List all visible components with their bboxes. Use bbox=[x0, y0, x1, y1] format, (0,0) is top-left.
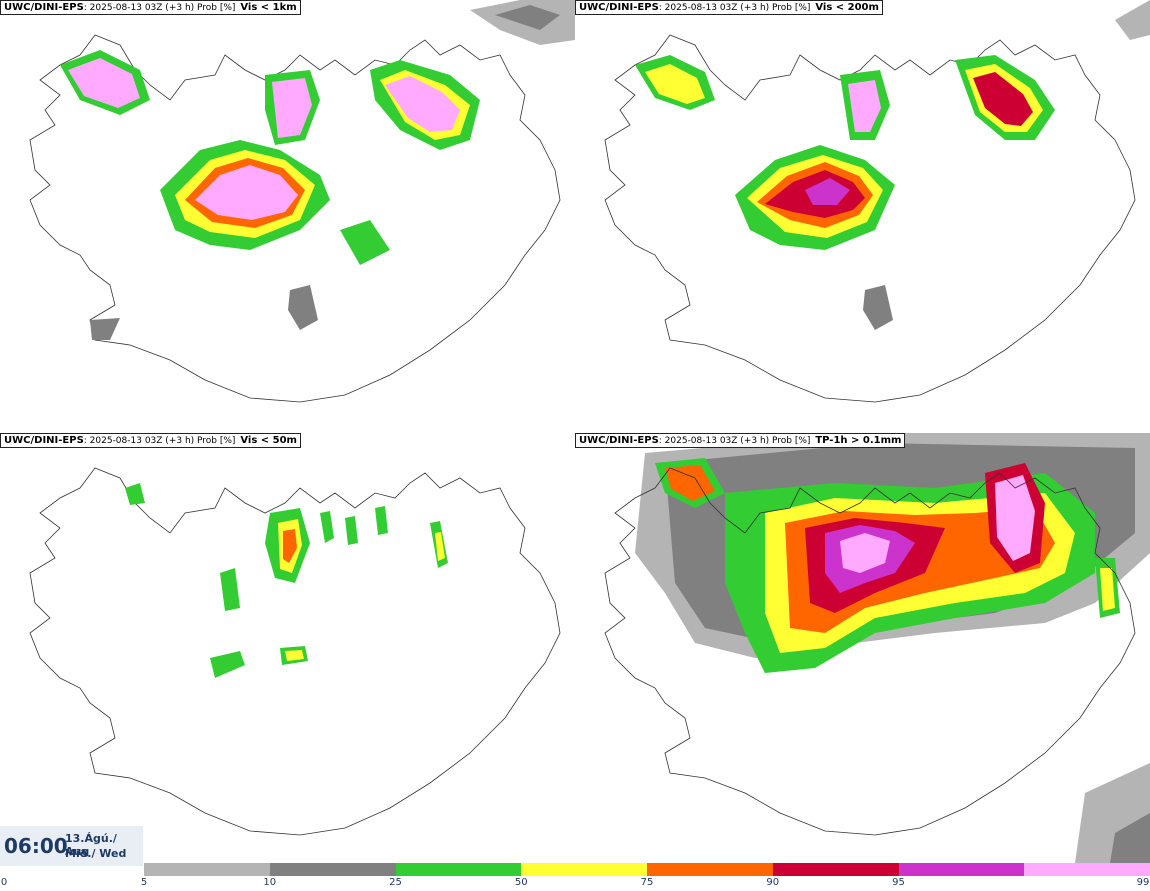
colorbar-tick-label: 25 bbox=[389, 877, 402, 888]
variable-label: Vis < 200m bbox=[815, 2, 879, 13]
colorbar-segment bbox=[898, 863, 1025, 876]
colorbar-tick-label: 50 bbox=[514, 877, 528, 888]
iceland-map bbox=[604, 0, 1150, 403]
panel-title: UWC/DINI-EPS: 2025-08-13 03Z (+3 h) Prob… bbox=[0, 0, 301, 15]
panel-title: UWC/DINI-EPS: 2025-08-13 03Z (+3 h) Prob… bbox=[0, 433, 301, 448]
variable-label: Vis < 50m bbox=[240, 435, 297, 446]
valid-weekday: Mið./ Wed bbox=[65, 847, 127, 860]
colorbar-segment bbox=[144, 863, 270, 876]
panel-title: UWC/DINI-EPS: 2025-08-13 03Z (+3 h) Prob… bbox=[575, 433, 906, 448]
colorbar-ticks: 0 5 10 25 50 75 90 95 99 bbox=[0, 876, 1150, 891]
colorbar-segment bbox=[772, 863, 899, 876]
map-panel-vis-50m: UWC/DINI-EPS: 2025-08-13 03Z (+3 h) Prob… bbox=[0, 433, 575, 863]
colorbar-segment bbox=[1024, 863, 1150, 876]
variable-label: TP-1h > 0.1mm bbox=[815, 435, 902, 446]
valid-time: 06:00 bbox=[4, 834, 68, 858]
model-name: UWC/DINI-EPS bbox=[579, 2, 659, 13]
colorbar-tick-label: 90 bbox=[766, 877, 780, 888]
iceland-map bbox=[29, 0, 575, 403]
run-info: : 2025-08-13 03Z (+3 h) Prob [%] bbox=[83, 3, 236, 13]
colorbar-tick-label: 0 bbox=[0, 877, 8, 888]
colorbar-segment bbox=[269, 863, 396, 876]
map-panel-vis-1km: UWC/DINI-EPS: 2025-08-13 03Z (+3 h) Prob… bbox=[0, 0, 575, 430]
probability-colorbar bbox=[144, 863, 1150, 876]
map-panel-vis-200m: UWC/DINI-EPS: 2025-08-13 03Z (+3 h) Prob… bbox=[575, 0, 1150, 430]
iceland-map bbox=[29, 467, 561, 836]
valid-time-box: 06:00 13.Ágú./ Aug Mið./ Wed bbox=[0, 826, 143, 866]
colorbar-tick-label: 75 bbox=[640, 877, 654, 888]
run-info: : 2025-08-13 03Z (+3 h) Prob [%] bbox=[658, 436, 811, 446]
model-name: UWC/DINI-EPS bbox=[579, 435, 659, 446]
run-info: : 2025-08-13 03Z (+3 h) Prob [%] bbox=[83, 436, 236, 446]
colorbar-tick-label: 5 bbox=[140, 877, 148, 888]
colorbar-tick-label: 95 bbox=[892, 877, 905, 888]
colorbar-segment bbox=[395, 863, 522, 876]
variable-label: Vis < 1km bbox=[240, 2, 297, 13]
map-panel-tp-1h: UWC/DINI-EPS: 2025-08-13 03Z (+3 h) Prob… bbox=[575, 433, 1150, 863]
colorbar-segment bbox=[647, 863, 773, 876]
model-name: UWC/DINI-EPS bbox=[4, 2, 84, 13]
colorbar-tick-label: 99 bbox=[1136, 877, 1150, 888]
valid-date: 13.Ágú./ Aug bbox=[65, 832, 117, 858]
panel-title: UWC/DINI-EPS: 2025-08-13 03Z (+3 h) Prob… bbox=[575, 0, 883, 15]
colorbar-segment bbox=[521, 863, 647, 876]
colorbar-tick-label: 10 bbox=[263, 877, 277, 888]
model-name: UWC/DINI-EPS bbox=[4, 435, 84, 446]
iceland-map bbox=[604, 433, 1150, 863]
run-info: : 2025-08-13 03Z (+3 h) Prob [%] bbox=[658, 3, 811, 13]
